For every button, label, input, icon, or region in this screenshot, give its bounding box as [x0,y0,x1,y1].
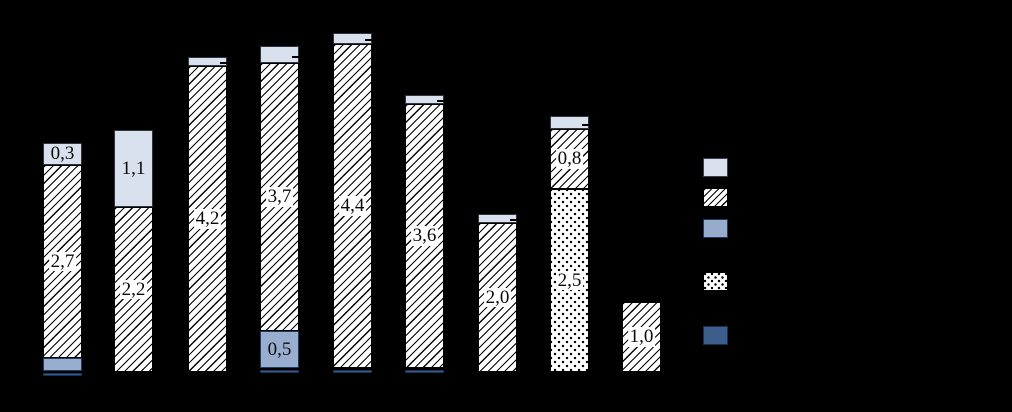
legend-swatch-dark [703,326,728,345]
bar6-segment-light [405,95,446,104]
bar2-segment-light: 1,1 [114,130,153,207]
value-label: 2,0 [483,286,512,308]
value-label: 3,6 [410,225,439,247]
value-label: 1,0 [627,326,656,348]
value-label: 4,2 [193,208,222,230]
bar5-segment-light [333,33,374,44]
legend-swatch-dotted [703,272,728,291]
leader-tick [582,123,591,126]
bar1-segment-dark [43,373,82,376]
bar4-segment-dark [260,370,299,373]
bar4-segment-light [260,46,301,63]
value-label: 1,1 [121,157,146,179]
leader-tick [292,56,301,58]
bar1-segment-medium [43,358,82,371]
bar2-segment-hatch: 2,2 [114,207,153,372]
legend-swatch-medium [703,219,728,238]
value-label: 2,2 [119,278,148,300]
bar4-segment-medium: 0,5 [260,331,299,368]
bar5-segment-hatch: 4,4 [333,44,372,368]
bar5-segment-dark [333,370,372,373]
bar6-segment-hatch: 3,6 [405,104,444,368]
bar1-segment-hatch: 2,7 [43,165,82,358]
bar3-segment-hatch: 4,2 [188,66,227,372]
leader-tick [437,100,446,103]
bar8-segment-hatch: 0,8 [550,129,589,189]
leader-tick [220,62,229,65]
value-label: 2,5 [555,269,584,291]
leader-tick [365,39,374,42]
bar9-segment-hatch: 1,0 [622,302,661,372]
bar6-segment-dark [405,370,444,373]
bar7-segment-hatch: 2,0 [478,223,517,372]
value-label: 3,7 [265,186,294,208]
bar8-segment-light [550,116,591,129]
bar4-segment-hatch: 3,7 [260,63,299,331]
bar3-segment-light [188,57,229,66]
bar7-segment-light [478,214,519,223]
value-label: 0,5 [267,338,292,360]
value-label: 2,7 [48,250,77,272]
value-label: 0,3 [50,143,75,165]
legend-swatch-hatch [703,188,728,207]
value-label: 0,8 [555,148,584,170]
leader-tick [510,219,519,222]
legend-swatch-light [703,158,728,177]
value-label: 4,4 [338,195,367,217]
bar1-segment-light: 0,3 [43,143,82,165]
bar8-segment-dotted: 2,5 [550,189,589,372]
